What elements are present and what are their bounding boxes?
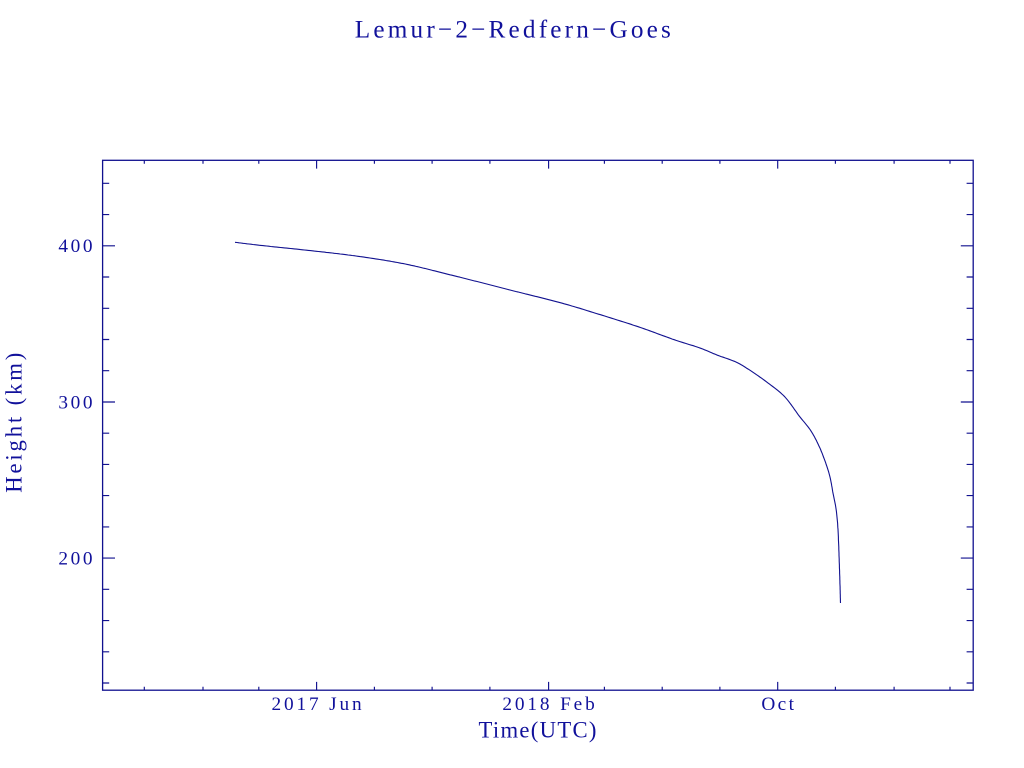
svg-text:Lemur−2−Redfern−Goes: Lemur−2−Redfern−Goes: [355, 17, 674, 44]
svg-text:200: 200: [58, 548, 95, 569]
svg-text:2017 Jun: 2017 Jun: [271, 694, 364, 715]
svg-text:300: 300: [58, 392, 95, 413]
svg-text:Time(UTC): Time(UTC): [479, 718, 598, 743]
svg-text:400: 400: [58, 236, 95, 257]
svg-text:Height (km): Height (km): [1, 350, 26, 493]
svg-text:Oct: Oct: [761, 694, 796, 715]
svg-text:2018 Feb: 2018 Feb: [502, 694, 597, 715]
